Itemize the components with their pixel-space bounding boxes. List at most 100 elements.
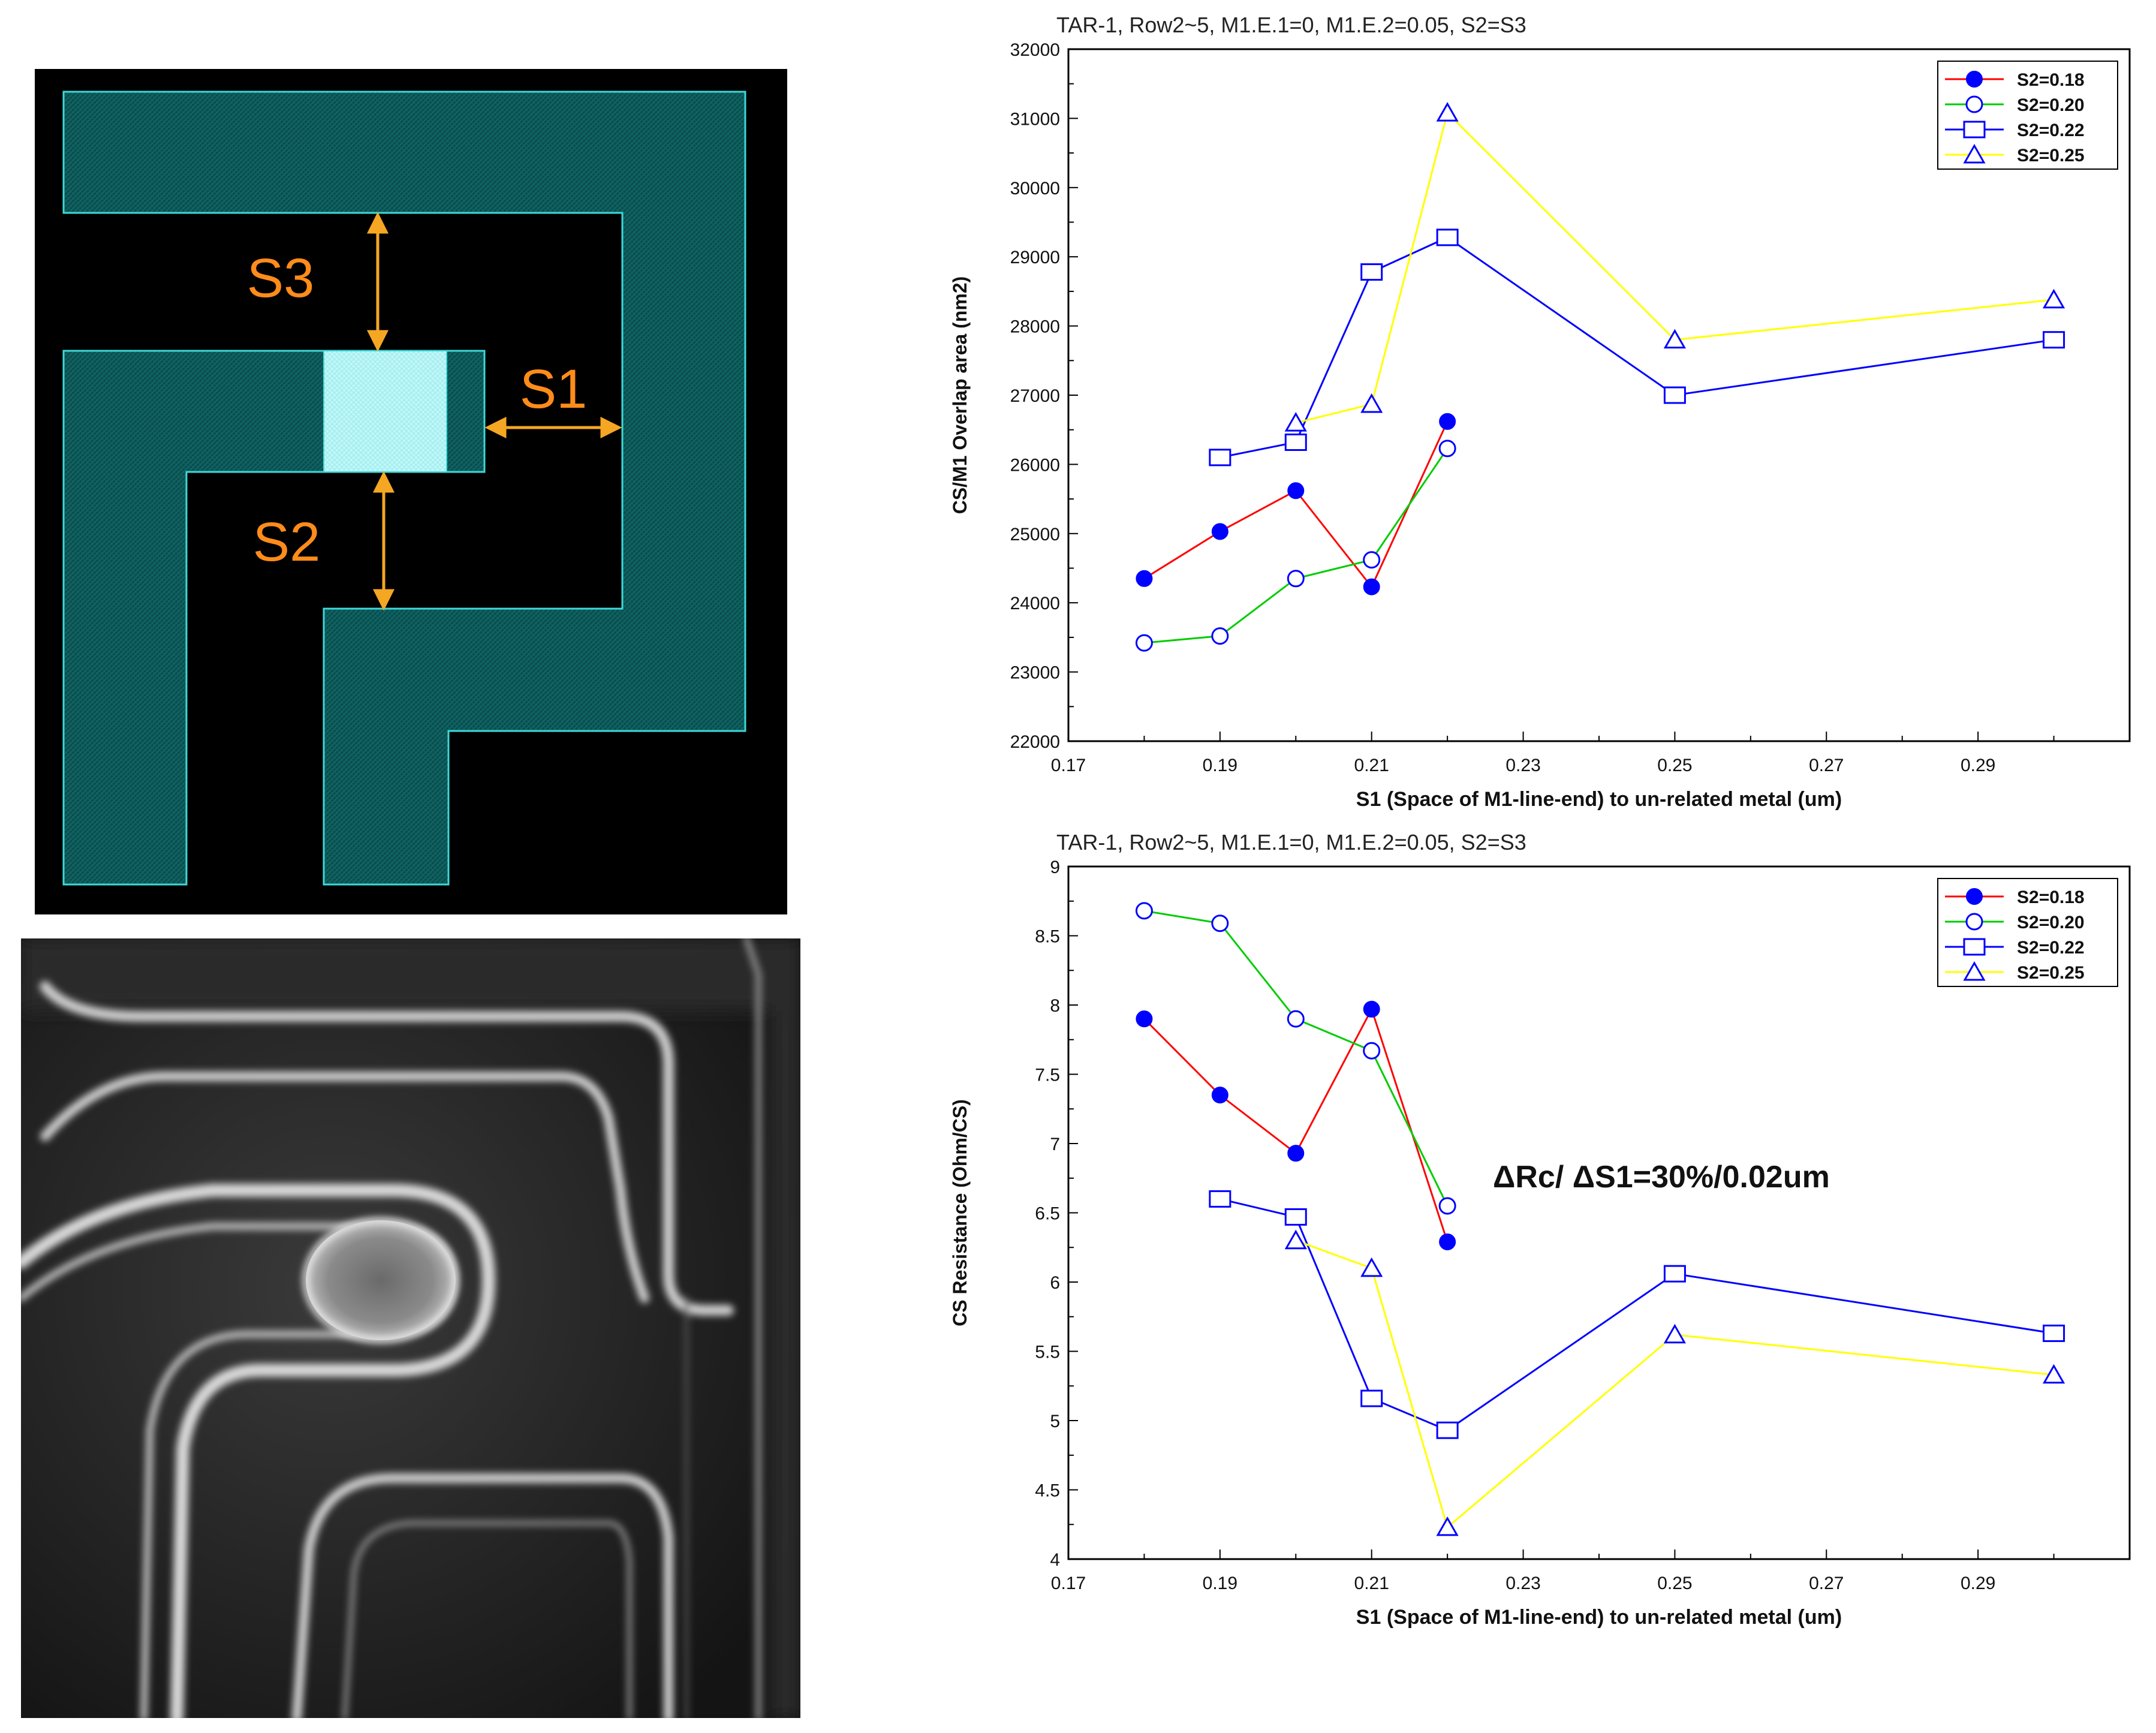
- overlap-chart-data-point: [1360, 393, 1383, 413]
- overlap-chart-legend: S2=0.18 S2=0.20 S2=0.22 S2=0.25: [1937, 61, 2118, 170]
- resistance-chart-x-tick-label: 0.23: [1505, 1573, 1540, 1593]
- overlap-chart-data-point: [1663, 386, 1686, 404]
- overlap-chart-y-tick-label: 25000: [1010, 525, 1060, 544]
- resistance-chart-data-point: [1287, 1145, 1305, 1162]
- resistance-chart-y-axis-label: CS Resistance (Ohm/CS): [949, 1099, 971, 1326]
- overlap-chart-y-tick-label: 26000: [1010, 455, 1060, 475]
- resistance-chart-legend-marker: [1963, 938, 1986, 956]
- label-s1: S1: [520, 359, 588, 420]
- resistance-chart-legend-marker: [1965, 913, 1983, 931]
- resistance-chart-data-point: [1284, 1229, 1307, 1250]
- overlap-chart-data-point: [1436, 228, 1459, 246]
- contact-square: [323, 350, 447, 473]
- resistance-chart-series-S2=0.22: [1209, 1190, 2065, 1439]
- resistance-chart-x-axis-label: S1 (Space of M1-line-end) to un-related …: [1356, 1606, 1842, 1629]
- resistance-chart-panel: TAR-1, Row2~5, M1.E.1=0, M1.E.2=0.05, S2…: [923, 828, 2156, 1730]
- overlap-chart-data-point: [2042, 288, 2065, 309]
- overlap-chart-y-tick-label: 30000: [1010, 179, 1060, 198]
- overlap-chart-data-point: [1439, 413, 1456, 430]
- sem-micrograph-image: [14, 935, 800, 1725]
- overlap-chart-legend-label: S2=0.22: [2017, 121, 2085, 140]
- overlap-chart-x-tick-label: 0.25: [1657, 756, 1692, 775]
- s2-arrow-up-icon: [372, 471, 395, 493]
- overlap-chart-data-point: [1363, 578, 1380, 595]
- overlap-chart-legend-label: S2=0.20: [2017, 95, 2085, 115]
- overlap-chart-legend-label: S2=0.25: [2017, 146, 2085, 166]
- s3-arrow-down-icon: [366, 330, 389, 352]
- resistance-chart-legend-label: S2=0.22: [2017, 938, 2085, 958]
- resistance-chart-data-point: [1663, 1323, 1687, 1344]
- overlap-chart-data-point: [1136, 570, 1153, 587]
- resistance-chart-data-point: [1135, 902, 1153, 920]
- resistance-chart-x-tick-label: 0.29: [1961, 1573, 1995, 1593]
- overlap-chart-y-tick-label: 29000: [1010, 248, 1060, 267]
- metal-outer-shape: [62, 91, 746, 886]
- overlap-chart-y-tick-label: 28000: [1010, 317, 1060, 337]
- label-s3: S3: [247, 248, 315, 309]
- overlap-chart-x-tick-label: 0.23: [1505, 756, 1540, 775]
- layout-diagram-panel: S3 S1 S2: [35, 69, 787, 914]
- overlap-chart-series-line: [1219, 236, 2054, 459]
- overlap-chart-data-point: [1436, 102, 1459, 122]
- resistance-chart: TAR-1, Row2~5, M1.E.1=0, M1.E.2=0.05, S2…: [949, 830, 2131, 1629]
- resistance-chart-series-S2=0.18: [1136, 1000, 1456, 1251]
- resistance-chart-legend-label: S2=0.25: [2017, 963, 2085, 983]
- sem-contact-blob: [306, 1220, 456, 1340]
- overlap-chart-data-point: [1211, 627, 1229, 645]
- resistance-chart-data-point: [1363, 1000, 1380, 1018]
- resistance-chart-data-point: [2043, 1324, 2065, 1342]
- overlap-chart-y-tick-label: 31000: [1010, 109, 1060, 129]
- overlap-chart-series-S2=0.18: [1136, 413, 1456, 595]
- overlap-chart-data-point: [1360, 263, 1383, 281]
- overlap-chart-x-tick-label: 0.19: [1203, 756, 1237, 775]
- overlap-chart-x-tick-label: 0.27: [1809, 756, 1844, 775]
- overlap-chart-x-tick-label: 0.17: [1051, 756, 1086, 775]
- resistance-chart-y-tick-label: 9: [1050, 858, 1060, 877]
- overlap-chart-title: TAR-1, Row2~5, M1.E.1=0, M1.E.2=0.05, S2…: [1056, 13, 1526, 37]
- resistance-chart-data-point: [1438, 1197, 1456, 1215]
- s2-arrow-down-icon: [372, 589, 395, 611]
- resistance-chart-legend: S2=0.18 S2=0.20 S2=0.22 S2=0.25: [1937, 878, 2118, 987]
- overlap-chart-legend-marker: [1965, 95, 1983, 113]
- overlap-chart-data-point: [1287, 482, 1305, 500]
- overlap-chart-y-tick-label: 27000: [1010, 386, 1060, 406]
- resistance-chart-legend-marker: [1966, 888, 1983, 905]
- s3-arrow-up-icon: [366, 212, 389, 234]
- overlap-chart-data-point: [1438, 440, 1456, 458]
- overlap-chart-legend-label: S2=0.18: [2017, 70, 2085, 90]
- overlap-chart-y-tick-label: 32000: [1010, 40, 1060, 60]
- resistance-chart-data-point: [1436, 1421, 1459, 1439]
- overlap-chart-data-point: [2043, 331, 2065, 349]
- resistance-chart-data-point: [1287, 1010, 1305, 1028]
- overlap-chart-y-tick-label: 22000: [1010, 732, 1060, 752]
- resistance-chart-data-point: [1360, 1257, 1383, 1277]
- layout-diagram: S3 S1 S2: [35, 69, 787, 914]
- overlap-chart-legend-marker: [1963, 121, 1986, 139]
- resistance-chart-x-tick-label: 0.19: [1203, 1573, 1237, 1593]
- overlap-chart-data-point: [1287, 570, 1305, 588]
- resistance-chart-x-tick-label: 0.21: [1354, 1573, 1389, 1593]
- resistance-chart-title: TAR-1, Row2~5, M1.E.1=0, M1.E.2=0.05, S2…: [1056, 830, 1526, 855]
- overlap-chart-data-point: [1284, 412, 1307, 432]
- overlap-chart-legend-marker: [1966, 71, 1983, 88]
- resistance-chart-data-point: [1360, 1389, 1383, 1407]
- resistance-chart-data-point: [1439, 1233, 1456, 1251]
- overlap-chart-x-tick-label: 0.21: [1354, 756, 1389, 775]
- resistance-chart-data-point: [1211, 1087, 1228, 1104]
- overlap-chart-data-point: [1211, 523, 1228, 540]
- overlap-chart-data-point: [1363, 551, 1381, 569]
- resistance-chart-series-S2=0.25: [1284, 1229, 2065, 1536]
- overlap-chart-series-S2=0.20: [1135, 440, 1456, 652]
- resistance-chart-data-point: [1436, 1516, 1459, 1536]
- resistance-chart-series-S2=0.20: [1135, 902, 1456, 1215]
- overlap-chart-y-axis-label: CS/M1 Overlap area (nm2): [949, 276, 971, 515]
- overlap-area-chart-panel: TAR-1, Row2~5, M1.E.1=0, M1.E.2=0.05, S2…: [923, 0, 2156, 828]
- metal-inner-shape: [62, 350, 486, 886]
- resistance-chart-x-tick-label: 0.17: [1051, 1573, 1086, 1593]
- resistance-chart-y-tick-label: 5.5: [1035, 1343, 1060, 1362]
- resistance-chart-data-point: [1663, 1265, 1686, 1283]
- resistance-chart-data-point: [1209, 1190, 1231, 1208]
- overlap-chart-x-axis-label: S1 (Space of M1-line-end) to un-related …: [1356, 788, 1842, 811]
- s1-arrow-left-icon: [484, 416, 507, 439]
- overlap-chart-data-point: [1209, 449, 1231, 467]
